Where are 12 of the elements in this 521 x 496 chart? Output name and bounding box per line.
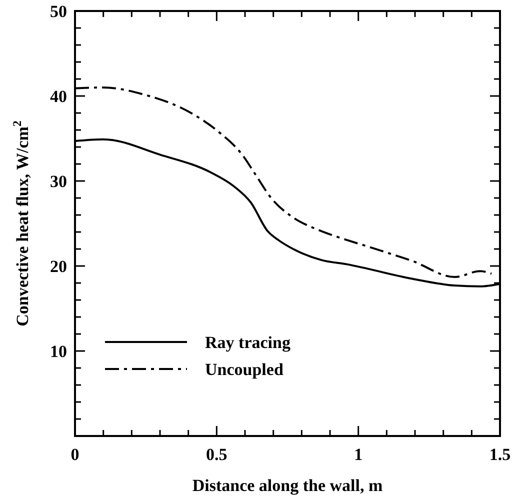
legend-label: Uncoupled (205, 360, 284, 379)
y-tick-label: 30 (50, 172, 67, 191)
x-tick-label: 0.5 (206, 445, 228, 464)
y-tick-label: 20 (50, 257, 67, 276)
y-tick-label: 50 (50, 2, 67, 21)
y-tick-label: 40 (50, 87, 67, 106)
legend-label: Ray tracing (205, 333, 291, 352)
x-tick-label: 1.5 (489, 445, 511, 464)
x-tick-label: 0 (70, 445, 80, 464)
x-axis-title: Distance along the wall, m (192, 476, 383, 495)
y-tick-label: 10 (50, 342, 67, 361)
x-tick-label: 1 (354, 445, 363, 464)
